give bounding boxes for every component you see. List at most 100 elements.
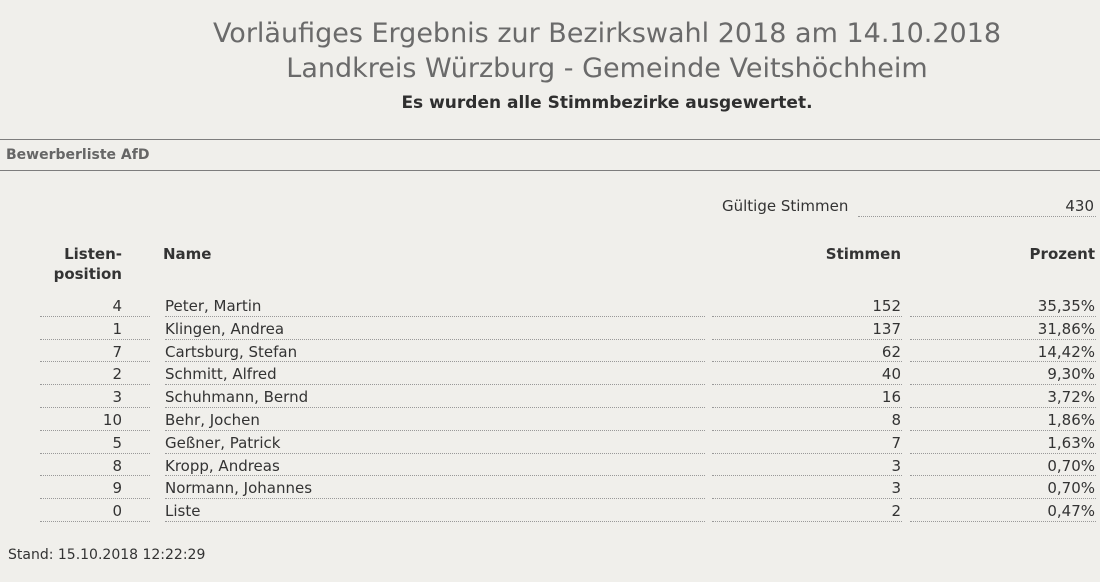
table-row: 7 Cartsburg, Stefan 62 14,42% <box>0 340 1100 363</box>
row-name: Schmitt, Alfred <box>165 365 277 384</box>
list-title: Bewerberliste AfD <box>6 147 150 163</box>
table-row: 1 Klingen, Andrea 137 31,86% <box>0 317 1100 340</box>
table-row: 8 Kropp, Andreas 3 0,70% <box>0 454 1100 477</box>
row-position: 5 <box>112 433 122 452</box>
row-name: Behr, Jochen <box>165 410 260 429</box>
page-title: Vorläufiges Ergebnis zur Bezirkswahl 201… <box>212 18 1002 49</box>
row-votes: 16 <box>881 388 901 407</box>
row-name: Peter, Martin <box>165 297 262 315</box>
row-divider <box>910 384 1096 386</box>
row-percent: 0,47% <box>1047 502 1095 521</box>
row-position: 8 <box>112 456 122 475</box>
row-divider <box>712 475 902 477</box>
row-percent: 1,86% <box>1047 410 1095 429</box>
row-position: 0 <box>112 502 122 521</box>
valid-votes-divider <box>858 216 1096 217</box>
row-position: 3 <box>112 388 122 407</box>
list-title-bar: Bewerberliste AfD <box>0 140 1100 171</box>
evaluation-status: Es wurden alle Stimmbezirke ausgewertet. <box>401 93 813 113</box>
timestamp: Stand: 15.10.2018 12:22:29 <box>8 547 206 563</box>
row-percent: 9,30% <box>1047 365 1095 384</box>
row-votes: 40 <box>881 365 901 384</box>
row-divider <box>712 452 902 454</box>
row-divider <box>165 315 705 317</box>
row-divider <box>165 475 705 477</box>
row-percent: 0,70% <box>1047 479 1095 498</box>
row-divider <box>910 406 1096 408</box>
row-divider <box>910 361 1096 363</box>
row-divider <box>40 406 150 408</box>
row-divider <box>165 498 705 500</box>
row-divider <box>910 315 1096 317</box>
row-divider <box>712 520 902 522</box>
row-name: Klingen, Andrea <box>165 319 285 338</box>
page-header: Vorläufiges Ergebnis zur Bezirkswahl 201… <box>0 0 1100 140</box>
row-divider <box>910 452 1096 454</box>
row-divider <box>165 406 705 408</box>
row-percent: 3,72% <box>1047 388 1095 407</box>
table-row: 3 Schuhmann, Bernd 16 3,72% <box>0 385 1100 408</box>
row-divider <box>910 498 1096 500</box>
column-header-percent: Prozent <box>1029 245 1095 263</box>
row-divider <box>165 452 705 454</box>
row-divider <box>712 384 902 386</box>
results-table: 4 Peter, Martin 152 35,35% 1 Klingen, An… <box>0 294 1100 522</box>
row-divider <box>910 429 1096 431</box>
row-votes: 62 <box>881 342 901 361</box>
row-name: Cartsburg, Stefan <box>165 342 298 361</box>
table-row: 5 Geßner, Patrick 7 1,63% <box>0 431 1100 454</box>
row-divider <box>165 429 705 431</box>
row-position: 7 <box>112 342 122 361</box>
row-votes: 7 <box>891 433 901 452</box>
row-divider <box>712 498 902 500</box>
row-divider <box>40 475 150 477</box>
row-divider <box>910 338 1096 340</box>
row-divider <box>40 338 150 340</box>
row-position: 4 <box>112 297 122 315</box>
row-divider <box>165 338 705 340</box>
row-percent: 35,35% <box>1037 297 1095 315</box>
row-divider <box>165 384 705 386</box>
row-divider <box>40 498 150 500</box>
row-divider <box>165 520 705 522</box>
row-percent: 0,70% <box>1047 456 1095 475</box>
row-position: 10 <box>102 410 122 429</box>
column-header-name: Name <box>163 245 212 263</box>
row-votes: 137 <box>872 319 901 338</box>
row-percent: 1,63% <box>1047 433 1095 452</box>
row-divider <box>910 520 1096 522</box>
row-divider <box>712 338 902 340</box>
valid-votes-value: 430 <box>1065 197 1094 215</box>
row-divider <box>40 384 150 386</box>
valid-votes-label: Gültige Stimmen <box>722 197 849 215</box>
row-position: 2 <box>112 365 122 384</box>
row-name: Geßner, Patrick <box>165 433 281 452</box>
row-votes: 8 <box>891 410 901 429</box>
row-divider <box>40 520 150 522</box>
row-divider <box>165 361 705 363</box>
row-name: Kropp, Andreas <box>165 456 280 475</box>
column-header-votes: Stimmen <box>825 245 901 263</box>
row-divider <box>40 429 150 431</box>
row-percent: 14,42% <box>1037 342 1095 361</box>
row-divider <box>712 429 902 431</box>
row-votes: 3 <box>891 456 901 475</box>
row-votes: 3 <box>891 479 901 498</box>
table-row: 4 Peter, Martin 152 35,35% <box>0 294 1100 317</box>
row-name: Schuhmann, Bernd <box>165 388 309 407</box>
row-position: 1 <box>112 319 122 338</box>
row-divider <box>712 406 902 408</box>
row-divider <box>910 475 1096 477</box>
row-divider <box>40 452 150 454</box>
row-divider <box>712 361 902 363</box>
row-name: Liste <box>165 502 201 521</box>
table-row: 2 Schmitt, Alfred 40 9,30% <box>0 362 1100 386</box>
row-votes: 152 <box>872 297 901 315</box>
row-votes: 2 <box>891 502 901 521</box>
row-divider <box>40 315 150 317</box>
row-name: Normann, Johannes <box>165 479 313 498</box>
table-row: 0 Liste 2 0,47% <box>0 499 1100 522</box>
row-divider <box>40 361 150 363</box>
row-percent: 31,86% <box>1037 319 1095 338</box>
column-header-position-line1: Listen- <box>64 245 122 263</box>
